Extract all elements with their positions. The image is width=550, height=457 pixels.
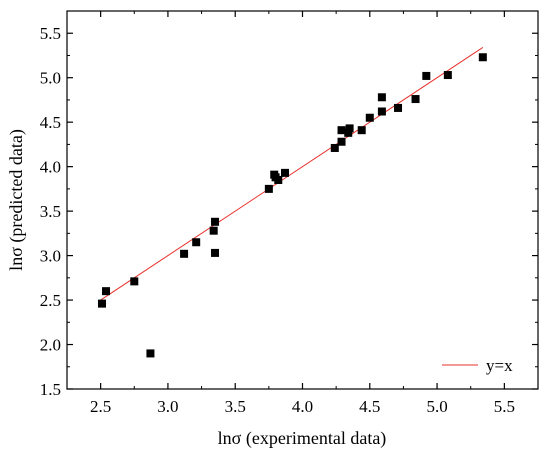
y-tick-label: 5.0 (40, 69, 61, 88)
data-point (357, 126, 366, 135)
data-point (478, 53, 487, 62)
data-point (365, 113, 374, 122)
x-tick-label: 4.5 (359, 397, 380, 416)
reference-line-layer (100, 47, 484, 301)
data-point (344, 128, 353, 137)
y-tick-label: 3.0 (40, 247, 61, 266)
data-point (281, 168, 290, 177)
data-point (209, 226, 218, 235)
data-points-layer (97, 53, 487, 358)
data-point (337, 126, 346, 135)
data-point (377, 93, 386, 102)
y-axis-title: lnσ (predicted data) (6, 129, 27, 271)
y-tick-label: 3.5 (40, 202, 61, 221)
data-point (180, 249, 189, 258)
data-point (394, 103, 403, 112)
y-tick-label: 4.5 (40, 113, 61, 132)
plot-area-frame (66, 10, 539, 390)
x-tick-label: 2.5 (90, 397, 111, 416)
legend: y=x (442, 356, 513, 375)
y-tick-label: 2.5 (40, 291, 61, 310)
y-tick-label: 1.5 (40, 380, 61, 399)
legend-label: y=x (486, 356, 513, 375)
data-point (345, 124, 354, 133)
y-tick-label: 5.5 (40, 24, 61, 43)
y-tick-label: 4.0 (40, 158, 61, 177)
data-point (422, 71, 431, 80)
data-point (102, 287, 111, 296)
data-point (211, 248, 220, 257)
x-tick-label: 5.5 (494, 397, 515, 416)
data-point (443, 71, 452, 80)
x-tick-label: 4.0 (292, 397, 313, 416)
tick-layer: 2.5 3.0 3.5 4.0 4.5 5.0 5.5 1.5 2.0 2.5 3.0 3.5 4.0 4… (40, 10, 539, 416)
data-point (192, 238, 201, 247)
data-point (264, 184, 273, 193)
data-point (211, 217, 220, 226)
data-point (337, 137, 346, 146)
x-tick-label: 5.0 (426, 397, 447, 416)
x-axis-title: lnσ (experimental data) (218, 428, 387, 449)
reference-line-y-equals-x (100, 47, 484, 301)
data-point (97, 299, 106, 308)
y-tick-label: 2.0 (40, 336, 61, 355)
data-point (274, 175, 283, 184)
x-tick-label: 3.0 (157, 397, 178, 416)
x-tick-label: 3.5 (225, 397, 246, 416)
data-point (146, 349, 155, 358)
data-point (411, 95, 420, 104)
data-point (377, 107, 386, 116)
data-point (330, 143, 339, 152)
data-point (130, 277, 139, 286)
